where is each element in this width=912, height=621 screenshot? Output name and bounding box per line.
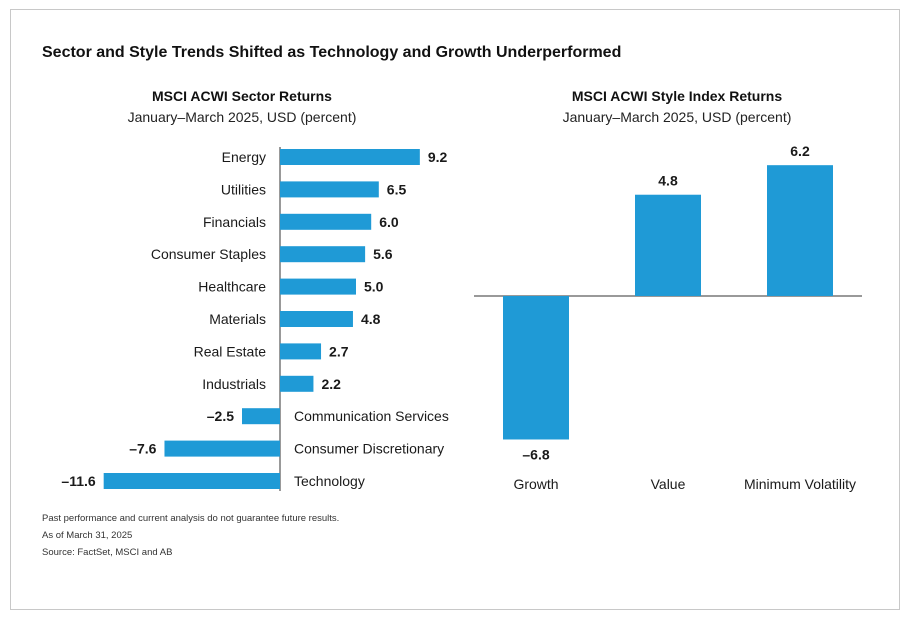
sector-bar-industrials: [280, 375, 314, 392]
style-value-value: 4.8: [658, 173, 678, 189]
sector-value-real-estate: 2.7: [329, 343, 349, 359]
footnote-disclaimer: Past performance and current analysis do…: [42, 513, 340, 524]
sector-bar-financials: [280, 213, 372, 230]
sector-chart-title: MSCI ACWI Sector Returns: [152, 88, 332, 104]
style-bar-minimum-volatility: [767, 165, 833, 296]
sector-value-energy: 9.2: [428, 149, 448, 165]
sector-value-materials: 4.8: [361, 311, 381, 327]
sector-bar-utilities: [280, 181, 379, 198]
sector-value-consumer-discretionary: –7.6: [129, 441, 156, 457]
sector-label-financials: Financials: [203, 214, 266, 230]
sector-value-healthcare: 5.0: [364, 279, 384, 295]
style-label-growth: Growth: [513, 476, 558, 492]
style-returns-chart: –6.8 Growth 4.8 Value 6.2 Minimum Volatility: [474, 143, 862, 492]
sector-bar-communication-services: [242, 408, 280, 425]
sector-label-technology: Technology: [294, 473, 365, 489]
sector-bar-consumer-discretionary: [164, 440, 280, 457]
sector-value-industrials: 2.2: [321, 376, 341, 392]
sector-value-consumer-staples: 5.6: [373, 246, 393, 262]
sector-bar-consumer-staples: [280, 246, 366, 263]
sector-label-real-estate: Real Estate: [194, 343, 267, 359]
sector-value-technology: –11.6: [61, 473, 95, 489]
style-chart-subtitle: January–March 2025, USD (percent): [562, 109, 792, 125]
sector-bar-healthcare: [280, 278, 356, 295]
sector-bar-real-estate: [280, 343, 322, 360]
sector-label-utilities: Utilities: [221, 181, 266, 197]
sector-bar-energy: [280, 149, 420, 165]
sector-bar-technology: [103, 473, 281, 489]
sector-label-materials: Materials: [209, 311, 266, 327]
sector-value-communication-services: –2.5: [207, 408, 234, 424]
style-label-minimum-volatility: Minimum Volatility: [744, 476, 856, 492]
sector-label-communication-services: Communication Services: [294, 408, 449, 424]
sector-value-financials: 6.0: [379, 214, 399, 230]
style-value-minimum-volatility: 6.2: [790, 143, 810, 159]
style-bar-growth: [503, 296, 569, 440]
sector-chart-subtitle: January–March 2025, USD (percent): [127, 109, 357, 125]
style-value-growth: –6.8: [522, 446, 549, 462]
footnote-source: Source: FactSet, MSCI and AB: [42, 547, 173, 558]
footnote-date: As of March 31, 2025: [42, 530, 133, 541]
style-chart-title: MSCI ACWI Style Index Returns: [571, 88, 783, 104]
sector-label-energy: Energy: [222, 149, 266, 165]
sector-returns-chart: Energy 9.2 Utilities 6.5 Financials 6.0 Consum…: [61, 147, 449, 491]
main-title: Sector and Style Trends Shifted as Techn…: [42, 44, 622, 61]
sector-value-utilities: 6.5: [387, 181, 407, 197]
style-bar-value: [635, 194, 701, 296]
sector-label-industrials: Industrials: [202, 376, 266, 392]
chart-frame: [10, 9, 900, 610]
sector-label-healthcare: Healthcare: [198, 279, 266, 295]
style-label-value: Value: [651, 476, 686, 492]
sector-bar-materials: [280, 311, 353, 327]
sector-label-consumer-discretionary: Consumer Discretionary: [294, 441, 444, 457]
sector-label-consumer-staples: Consumer Staples: [151, 246, 266, 262]
